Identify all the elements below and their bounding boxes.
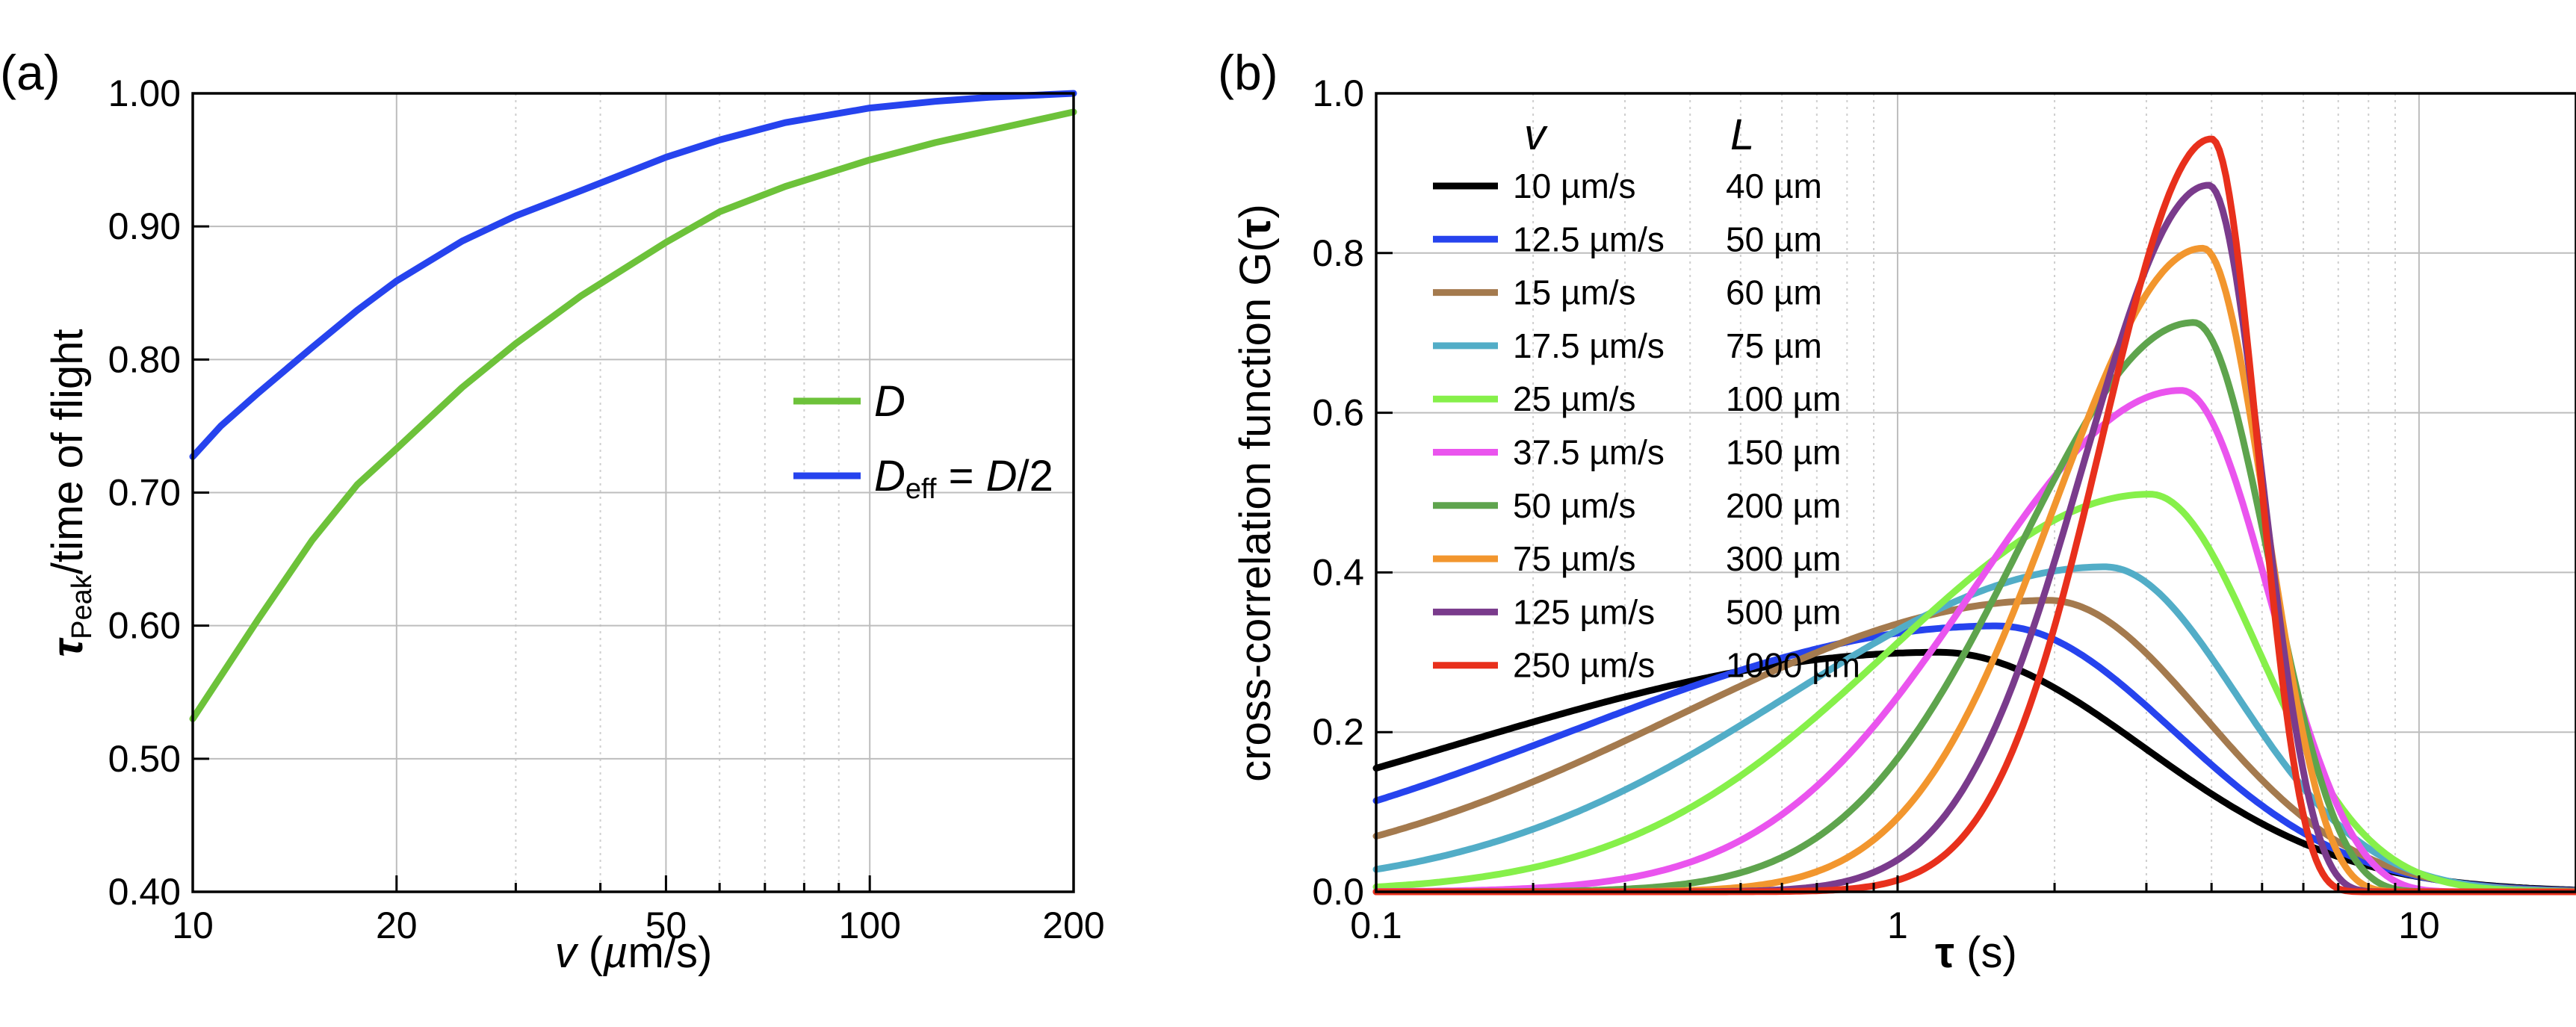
panel-a-series-line-1 (189, 90, 1077, 460)
panel-b-legend-length: 500 µm (1726, 592, 1841, 631)
panel-b-legend-velocity: 250 µm/s (1513, 646, 1655, 685)
panel-b-legend-length: 50 µm (1726, 220, 1822, 258)
panel-b-legend-length: 300 µm (1726, 539, 1841, 578)
panel-a-legend-label-d: D (874, 377, 905, 426)
panel-b-legend-entry-5: 37.5 µm/s 150 µm (1433, 433, 1841, 472)
panel-b-y-tick-label: 0.4 (1312, 551, 1364, 593)
panel-a-y-tick-label: 0.80 (108, 338, 181, 380)
panel-b-legend-entry-2: 15 µm/s 60 µm (1433, 273, 1822, 312)
panel-b-y-tick-label: 0.8 (1312, 232, 1364, 274)
panel-b-x-tick-label: 0.1 (1350, 905, 1402, 946)
panel-a-y-tick-label: 1.00 (108, 72, 181, 114)
panel-b-legend-velocity: 125 µm/s (1513, 592, 1655, 631)
panel-a-legend-label-deff: Deff = D/2 (874, 452, 1053, 505)
panel-b-plot-frame (1375, 92, 2576, 893)
panel-a-y-axis-title: τPeak/time of flight (43, 329, 98, 657)
panel-a-y-tick-label: 0.90 (108, 205, 181, 247)
panel-b-series-line-5 (1372, 387, 2576, 896)
panel-b-legend: 10 µm/s 40 µm 12.5 µm/s 50 µm 15 µm/s 60 µm 17… (1433, 167, 1860, 685)
panel-b-legend-length: 60 µm (1726, 273, 1822, 312)
panel-a-ticks: 10 20 50 100 200 0.40 0.50 0.60 0.70 0.80 0.90 1.00 (108, 72, 1105, 946)
panel-b-legend-velocity: 75 µm/s (1513, 539, 1636, 578)
panel-b-legend-length: 75 µm (1726, 326, 1822, 365)
panel-a-y-tick-label: 0.40 (108, 871, 181, 913)
panel-b-legend-entry-4: 25 µm/s 100 µm (1433, 379, 1841, 418)
panel-b-legend-header-l: L (1730, 111, 1754, 159)
panel-a-y-tick-label: 0.60 (108, 605, 181, 647)
panel-a-y-tick-label: 0.50 (108, 738, 181, 780)
panel-b-legend-velocity: 25 µm/s (1513, 379, 1636, 418)
panel-b-x-axis-title: τ (s) (1935, 928, 2017, 977)
panel-b-ticks: 0.1 1 10 0.0 0.2 0.4 0.6 0.8 1.0 (1312, 72, 2439, 946)
panel-b-y-tick-label: 1.0 (1312, 72, 1364, 114)
panel-b-legend-length: 40 µm (1726, 167, 1822, 205)
panel-b-legend-velocity: 15 µm/s (1513, 273, 1636, 312)
panel-a-x-tick-label: 20 (376, 905, 418, 946)
panel-b-y-tick-label: 0.0 (1312, 871, 1364, 913)
panel-a-x-tick-label: 50 (645, 905, 687, 946)
panel-b-legend-velocity: 37.5 µm/s (1513, 433, 1665, 472)
panel-b-legend-velocity: 10 µm/s (1513, 167, 1636, 205)
panel-b-legend-length: 150 µm (1726, 433, 1841, 472)
panel-b-legend-length: 200 µm (1726, 486, 1841, 525)
panel-b-legend-entry-9: 250 µm/s 1000 µm (1433, 646, 1860, 685)
panel-b-legend-entry-0: 10 µm/s 40 µm (1433, 167, 1822, 205)
panel-a-x-axis-title: v (µm/s) (555, 928, 713, 977)
panel-a-x-tick-label: 200 (1042, 905, 1104, 946)
panel-b-x-tick-label: 10 (2398, 905, 2440, 946)
panel-a-series (189, 90, 1077, 722)
panel-b-legend-entry-1: 12.5 µm/s 50 µm (1433, 220, 1822, 258)
panel-a-legend-entry-d: D (793, 377, 905, 426)
panel-b-legend-entry-6: 50 µm/s 200 µm (1433, 486, 1841, 525)
panel-b-legend-velocity: 50 µm/s (1513, 486, 1636, 525)
panel-b-x-tick-label: 1 (1887, 905, 1908, 946)
panel-b-y-axis-title: cross-correlation function G(τ) (1231, 204, 1280, 782)
panel-b-series-line-3 (1372, 563, 2576, 895)
panel-b-legend-entry-3: 17.5 µm/s 75 µm (1433, 326, 1822, 365)
panel-b-chart: (b) 0.1 1 10 0.0 0.2 0.4 0.6 0.8 1.0 τ (s) cross… (1218, 45, 2576, 977)
panel-a-label: (a) (0, 45, 61, 100)
panel-b-legend-entry-7: 75 µm/s 300 µm (1433, 539, 1841, 578)
panel-b-label: (b) (1218, 45, 1278, 100)
panel-b-legend-length: 100 µm (1726, 379, 1841, 418)
panel-b-y-tick-label: 0.2 (1312, 711, 1364, 753)
panel-a-chart: (a) 10 20 50 100 200 0.40 0.50 0.60 0.70 0.80 0.90… (0, 45, 1105, 977)
panel-b-legend-velocity: 17.5 µm/s (1513, 326, 1665, 365)
panel-b-legend-entry-8: 125 µm/s 500 µm (1433, 592, 1841, 631)
panel-b-legend-length: 1000 µm (1726, 646, 1860, 685)
panel-a-y-tick-label: 0.70 (108, 472, 181, 514)
panel-a-x-tick-label: 10 (172, 905, 214, 946)
panel-a-series-line-0 (189, 108, 1077, 722)
panel-a-legend-entry-deff: Deff = D/2 (793, 452, 1053, 505)
panel-b-series-line-4 (1372, 491, 2576, 896)
panel-a-legend: D Deff = D/2 (793, 377, 1053, 505)
panel-b-y-tick-label: 0.6 (1312, 392, 1364, 434)
panel-a-x-tick-label: 100 (838, 905, 900, 946)
panel-b-legend-velocity: 12.5 µm/s (1513, 220, 1665, 258)
panel-b-series-line-2 (1372, 597, 2576, 895)
panel-b-legend-header-v: v (1524, 111, 1548, 159)
